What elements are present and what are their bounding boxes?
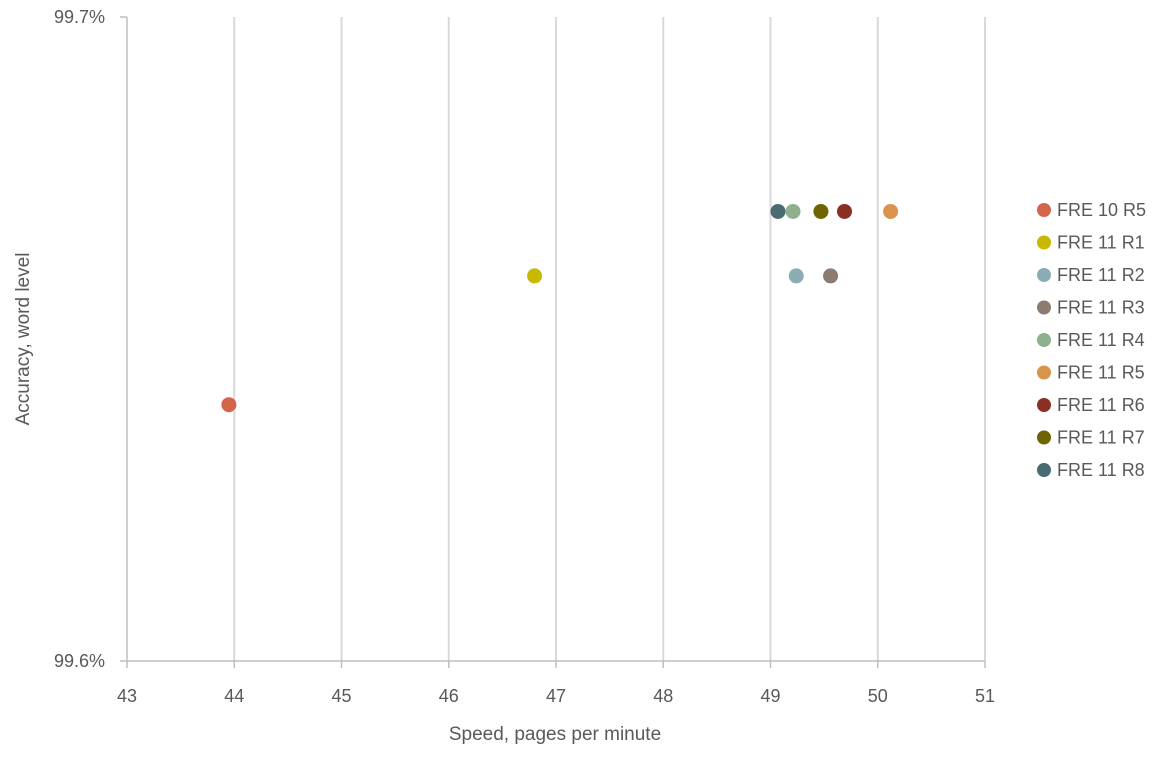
legend-marker-fre-11-r5: [1037, 365, 1051, 380]
x-tick-label-45: 45: [331, 686, 351, 706]
point-fre-11-r7-0: [813, 203, 829, 219]
legend-marker-fre-10-r5: [1037, 203, 1051, 217]
point-fre-11-r2-0: [788, 268, 804, 284]
x-tick-label-49: 49: [760, 686, 780, 706]
legend-marker-fre-11-r6: [1037, 398, 1051, 412]
legend-label-fre-11-r5: FRE 11 R5: [1057, 363, 1145, 383]
axes: 43 44 45 46 47 48 49 50 51 99.6% 99.7%: [54, 7, 995, 706]
legend: FRE 10 R5 FRE 11 R1 FRE 11 R2 FRE 11 R3 FRE …: [1037, 200, 1146, 480]
gridlines: [233, 17, 986, 661]
point-fre-11-r3-0: [823, 268, 839, 284]
legend-label-fre-11-r7: FRE 11 R7: [1057, 428, 1145, 448]
y-tick-label-99.6%: 99.6%: [54, 651, 105, 671]
x-tick-label-47: 47: [546, 686, 566, 706]
legend-marker-fre-11-r2: [1037, 268, 1051, 282]
x-tick-label-43: 43: [117, 686, 137, 706]
point-fre-11-r4-0: [785, 203, 801, 219]
point-fre-10-r5-0: [221, 397, 237, 413]
legend-marker-fre-11-r7: [1037, 430, 1051, 445]
x-tick-label-50: 50: [868, 686, 888, 706]
legend-marker-fre-11-r3: [1037, 300, 1051, 315]
x-tick-label-48: 48: [653, 686, 673, 706]
legend-marker-fre-11-r1: [1037, 235, 1051, 250]
point-fre-11-r6-0: [837, 203, 853, 219]
x-tick-label-44: 44: [224, 686, 244, 706]
x-tick-label-51: 51: [975, 686, 995, 706]
point-fre-11-r1-0: [527, 268, 543, 284]
legend-label-fre-10-r5: FRE 10 R5: [1057, 200, 1146, 220]
legend-label-fre-11-r6: FRE 11 R6: [1057, 395, 1145, 415]
legend-label-fre-11-r1: FRE 11 R1: [1057, 233, 1145, 253]
x-tick-label-46: 46: [439, 686, 459, 706]
legend-marker-fre-11-r4: [1037, 333, 1051, 347]
legend-label-fre-11-r2: FRE 11 R2: [1057, 265, 1145, 285]
y-tick-label-99.7%: 99.7%: [54, 7, 105, 27]
legend-label-fre-11-r4: FRE 11 R4: [1057, 330, 1145, 350]
legend-label-fre-11-r3: FRE 11 R3: [1057, 298, 1145, 318]
legend-marker-fre-11-r8: [1037, 463, 1051, 477]
x-axis-title: Speed, pages per minute: [449, 724, 661, 745]
legend-label-fre-11-r8: FRE 11 R8: [1057, 460, 1145, 480]
point-fre-11-r8-0: [770, 203, 786, 219]
point-fre-11-r5-0: [883, 203, 899, 219]
y-axis-title: Accuracy, word level: [13, 253, 34, 426]
data-points: [221, 203, 899, 413]
